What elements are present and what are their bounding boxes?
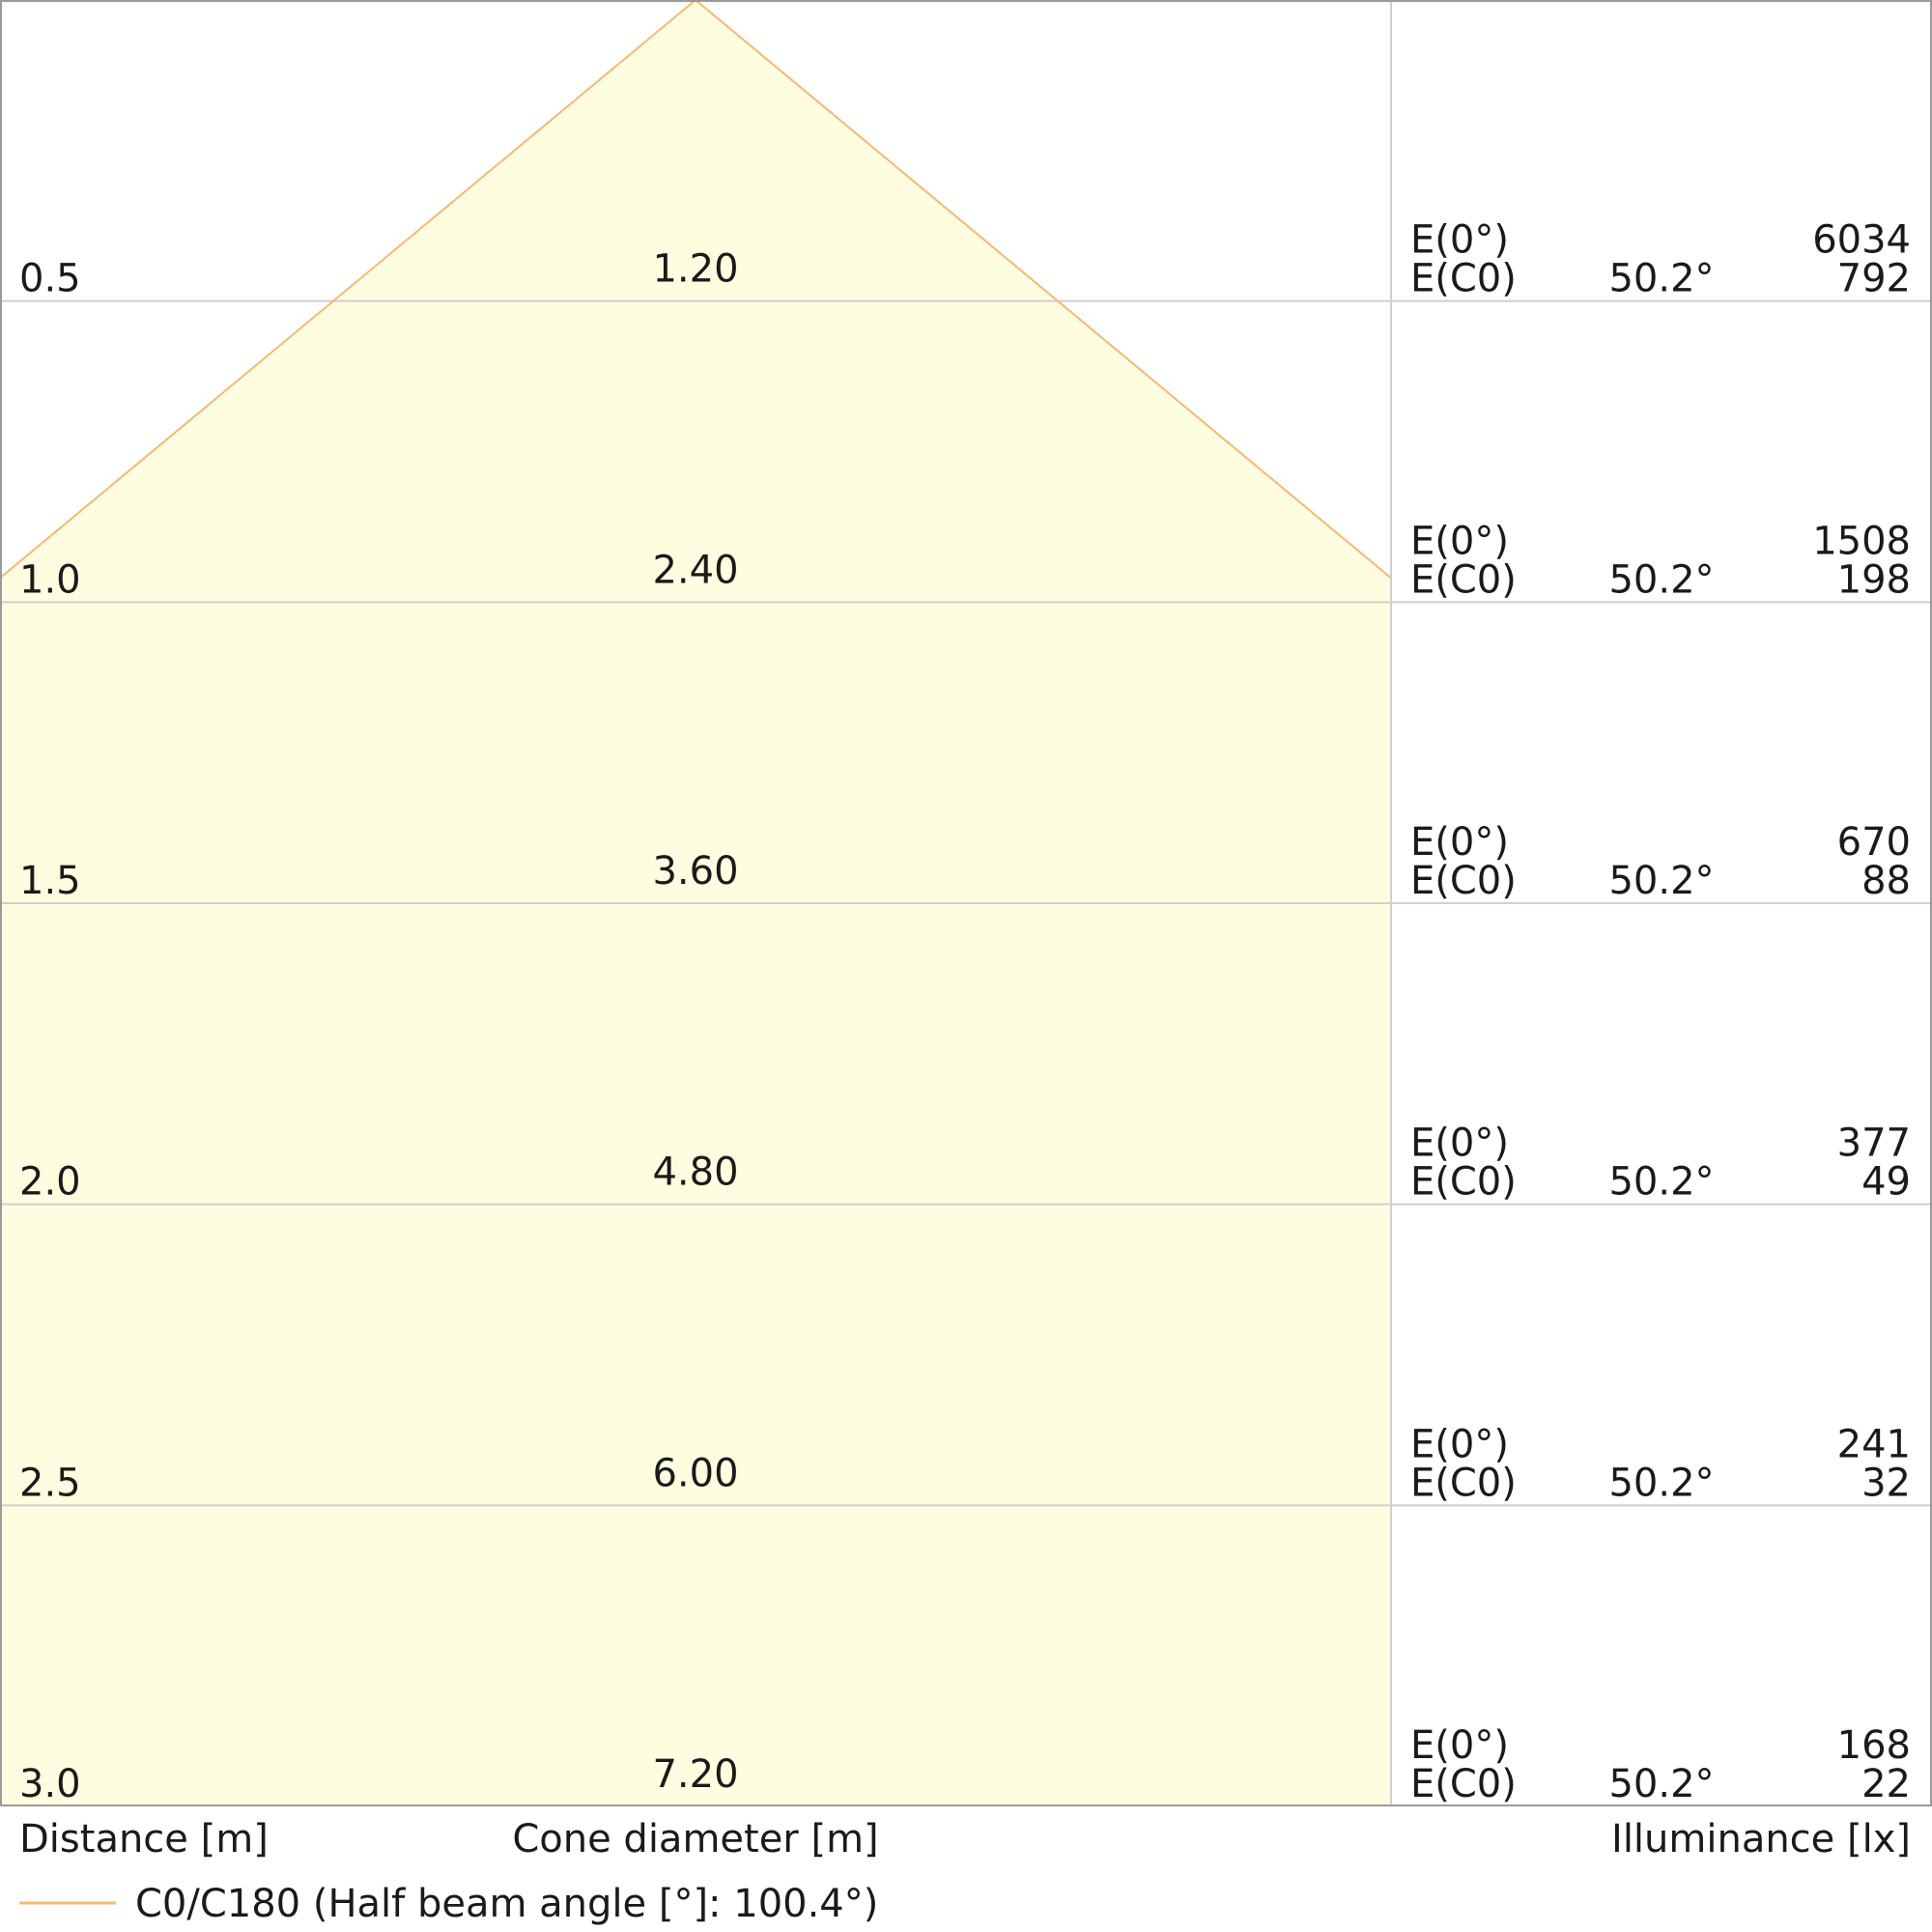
ec0-value: 32	[1861, 1461, 1911, 1505]
distance-tick-label: 0.5	[19, 257, 81, 301]
angle-label: 50.2°	[1608, 859, 1714, 903]
cone-diameter-label: 2.40	[652, 548, 738, 592]
e0-label: E(0°)	[1410, 218, 1509, 263]
distance-tick-label: 1.0	[19, 557, 81, 602]
beam-cone-outline	[0, 0, 1392, 580]
cone-diameter-label: 7.20	[652, 1752, 738, 1797]
ec0-value: 792	[1837, 257, 1911, 301]
e0-value: 241	[1837, 1422, 1911, 1466]
ec0-label: E(C0)	[1410, 557, 1517, 602]
distance-tick-label: 2.5	[19, 1461, 81, 1505]
angle-label: 50.2°	[1608, 557, 1714, 602]
ec0-value: 22	[1861, 1762, 1911, 1806]
distance-tick-label: 3.0	[19, 1762, 81, 1806]
ec0-label: E(C0)	[1410, 1461, 1517, 1505]
distance-tick-label: 2.0	[19, 1160, 81, 1205]
e0-label: E(0°)	[1410, 1422, 1509, 1466]
angle-label: 50.2°	[1608, 257, 1714, 301]
cone-diameter-label: 6.00	[652, 1451, 738, 1495]
cone-diameter-label: 4.80	[652, 1151, 738, 1195]
e0-value: 1508	[1812, 519, 1911, 563]
ec0-label: E(C0)	[1410, 257, 1517, 301]
cone-diameter-label: 1.20	[652, 247, 738, 292]
angle-label: 50.2°	[1608, 1762, 1714, 1806]
angle-label: 50.2°	[1608, 1160, 1714, 1205]
e0-label: E(0°)	[1410, 519, 1509, 563]
e0-label: E(0°)	[1410, 1723, 1509, 1768]
cone-diameter-label: 3.60	[652, 849, 738, 894]
e0-value: 670	[1837, 820, 1911, 865]
angle-label: 50.2°	[1608, 1461, 1714, 1505]
distance-axis-label: Distance [m]	[19, 1817, 269, 1861]
illuminance-axis-label: Illuminance [lx]	[1611, 1817, 1911, 1861]
ec0-value: 88	[1861, 859, 1911, 903]
e0-value: 377	[1837, 1122, 1911, 1166]
ec0-value: 198	[1837, 557, 1911, 602]
e0-value: 168	[1837, 1723, 1911, 1768]
e0-label: E(0°)	[1410, 820, 1509, 865]
distance-tick-label: 1.5	[19, 859, 81, 903]
chart-frame	[0, 0, 1932, 1806]
ec0-label: E(C0)	[1410, 1160, 1517, 1205]
ec0-value: 49	[1861, 1160, 1911, 1205]
diameter-axis-label: Cone diameter [m]	[512, 1817, 878, 1861]
grid-lines	[0, 0, 1932, 1806]
ec0-label: E(C0)	[1410, 859, 1517, 903]
ec0-label: E(C0)	[1410, 1762, 1517, 1806]
legend-label: C0/C180 (Half beam angle [°]: 100.4°)	[135, 1882, 878, 1926]
e0-value: 6034	[1812, 218, 1911, 263]
e0-label: E(0°)	[1410, 1122, 1509, 1166]
